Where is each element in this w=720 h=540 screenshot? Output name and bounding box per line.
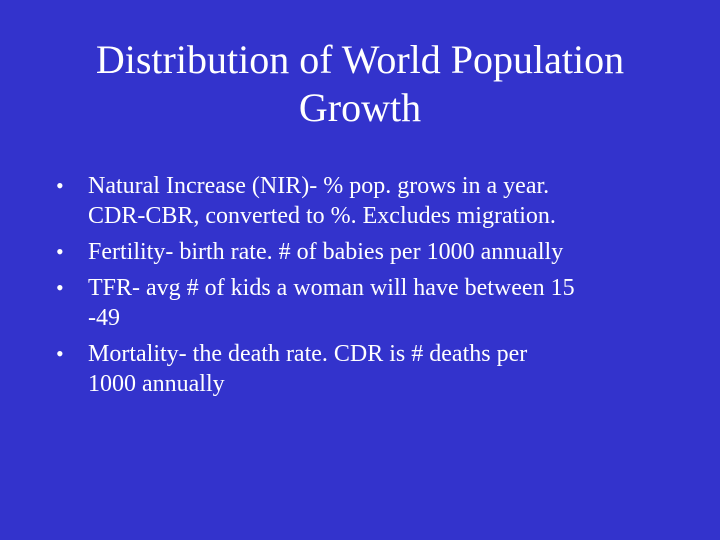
bullet-item-tfr: • TFR- avg # of kids a woman will have b…	[56, 273, 676, 333]
bullet-text-line: -49	[88, 305, 120, 331]
bullet-icon: •	[56, 239, 64, 264]
slide-title: Distribution of World Population Growth	[36, 36, 684, 132]
bullet-text-line: Natural Increase (NIR)- % pop. grows in …	[88, 173, 550, 199]
bullet-item-mortality: • Mortality- the death rate. CDR is # de…	[56, 339, 676, 399]
bullet-icon: •	[56, 173, 64, 198]
bullet-text-line: TFR- avg # of kids a woman will have bet…	[88, 275, 575, 301]
bullet-text-line: Fertility- birth rate. # of babies per 1…	[88, 239, 564, 265]
bullet-icon: •	[56, 275, 64, 300]
bullet-item-fertility: • Fertility- birth rate. # of babies per…	[56, 237, 676, 267]
bullet-text-line: Mortality- the death rate. CDR is # deat…	[88, 341, 528, 367]
slide-title-line-2: Growth	[298, 85, 422, 130]
bullet-text-line: CDR-CBR, converted to %. Excludes migrat…	[88, 203, 556, 229]
bullet-text-line: 1000 annually	[88, 371, 225, 397]
bullet-icon: •	[56, 341, 64, 366]
slide-title-line-1: Distribution of World Population	[95, 37, 625, 82]
bullet-list: • Natural Increase (NIR)- % pop. grows i…	[56, 171, 676, 405]
bullet-item-natural-increase: • Natural Increase (NIR)- % pop. grows i…	[56, 171, 676, 231]
